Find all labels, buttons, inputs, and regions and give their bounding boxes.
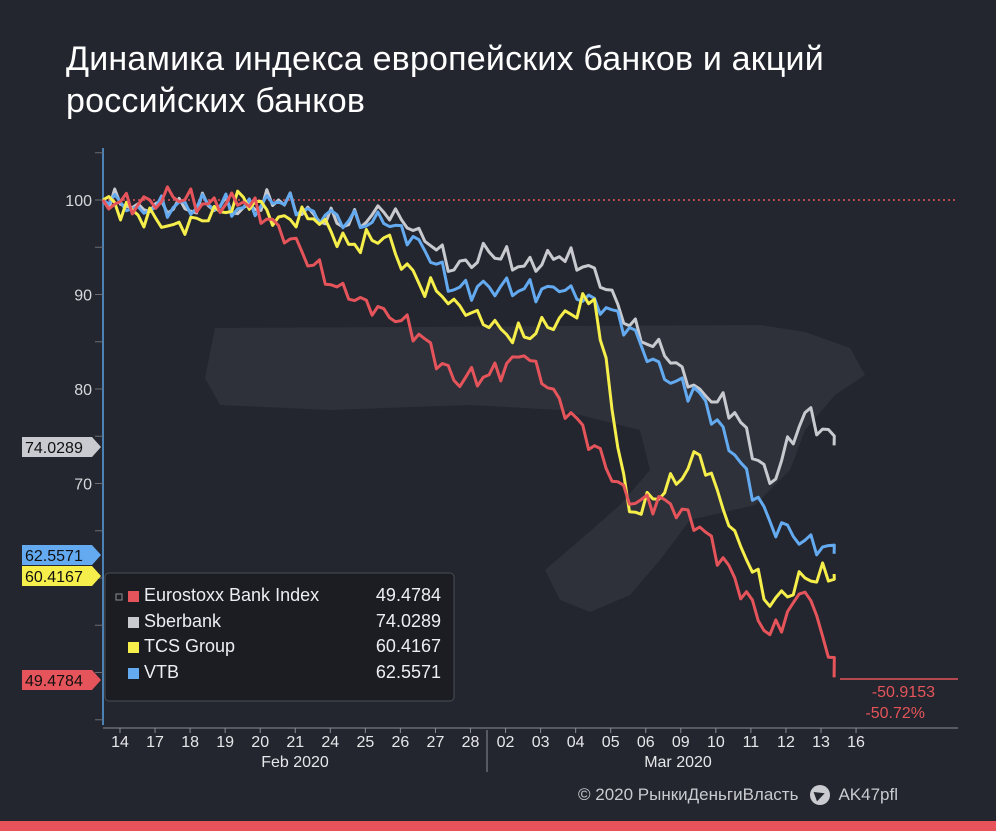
value-tag-shape bbox=[22, 670, 101, 690]
series-line-tcs-group bbox=[102, 189, 836, 608]
x-tick-label: 10 bbox=[707, 734, 725, 751]
month-label: Feb 2020 bbox=[261, 754, 329, 771]
x-tick-label: 24 bbox=[321, 734, 339, 751]
legend-swatch bbox=[128, 642, 139, 653]
x-tick-label: 21 bbox=[286, 734, 304, 751]
value-tag-shape bbox=[22, 437, 101, 457]
x-tick-label: 09 bbox=[672, 734, 690, 751]
change-percent-label: -50.72% bbox=[865, 705, 925, 722]
legend-value: 62.5571 bbox=[376, 662, 441, 682]
accent-bar bbox=[0, 821, 996, 831]
x-tick-label: 27 bbox=[427, 734, 445, 751]
value-tag-tcs-group: 60.4167 bbox=[22, 566, 101, 586]
y-tick-label: 100 bbox=[65, 193, 92, 210]
x-tick-label: 05 bbox=[602, 734, 620, 751]
legend-swatch bbox=[128, 668, 139, 679]
legend-value: 74.0289 bbox=[376, 611, 441, 631]
value-tag-shape bbox=[22, 566, 101, 586]
legend-expand-icon bbox=[115, 593, 123, 601]
legend-label: Sberbank bbox=[144, 611, 222, 631]
y-tick-label: 80 bbox=[74, 382, 92, 399]
y-tick-label: 90 bbox=[74, 288, 92, 305]
x-tick-label: 17 bbox=[146, 734, 164, 751]
rifle-watermark-icon bbox=[205, 325, 865, 612]
x-tick-label: 19 bbox=[216, 734, 234, 751]
legend-box bbox=[104, 572, 455, 702]
x-tick-label: 16 bbox=[847, 734, 865, 751]
chart-title: Динамика индекса европейских банков и ак… bbox=[66, 40, 824, 120]
x-tick-label: 28 bbox=[462, 734, 480, 751]
x-tick-label: 18 bbox=[181, 734, 199, 751]
month-label: Mar 2020 bbox=[644, 754, 712, 771]
value-tag-shape bbox=[22, 545, 101, 565]
x-tick-label: 06 bbox=[637, 734, 655, 751]
x-tick-label: 11 bbox=[743, 734, 760, 751]
value-tag-label: 62.5571 bbox=[25, 548, 83, 565]
x-tick-label: 03 bbox=[532, 734, 550, 751]
legend-value: 60.4167 bbox=[376, 636, 441, 656]
value-tag-sberbank: 74.0289 bbox=[22, 437, 101, 457]
x-tick-label: 02 bbox=[497, 734, 515, 751]
legend-label: VTB bbox=[144, 662, 179, 682]
x-tick-label: 26 bbox=[392, 734, 410, 751]
y-tick-label: 70 bbox=[74, 477, 92, 494]
value-tag-label: 60.4167 bbox=[25, 569, 83, 586]
legend-swatch bbox=[128, 591, 139, 602]
value-tag-label: 74.0289 bbox=[25, 440, 83, 457]
x-tick-label: 14 bbox=[111, 734, 129, 751]
telegram-icon bbox=[810, 785, 831, 805]
x-tick-label: 13 bbox=[812, 734, 830, 751]
series-line-eurostoxx-bank-index bbox=[101, 185, 836, 678]
value-tag-vtb: 62.5571 bbox=[22, 545, 101, 565]
channel-text: AK47pfl bbox=[838, 785, 898, 804]
legend-value: 49.4784 bbox=[376, 585, 441, 605]
legend-swatch bbox=[128, 617, 139, 628]
series-line-vtb bbox=[102, 191, 836, 557]
x-tick-label: 25 bbox=[356, 734, 374, 751]
x-tick-label: 12 bbox=[777, 734, 795, 751]
value-tag-label: 49.4784 bbox=[25, 673, 83, 690]
x-tick-label: 04 bbox=[567, 734, 585, 751]
legend-label: Eurostoxx Bank Index bbox=[144, 585, 319, 605]
value-tag-eurostoxx-bank-index: 49.4784 bbox=[22, 670, 101, 690]
copyright-text: © 2020 РынкиДеньгиВласть bbox=[578, 785, 799, 804]
legend-label: TCS Group bbox=[144, 636, 235, 656]
x-tick-label: 20 bbox=[251, 734, 269, 751]
change-points-label: -50.9153 bbox=[872, 684, 935, 701]
footer: © 2020 РынкиДеньгиВласть AK47pfl bbox=[578, 785, 898, 805]
